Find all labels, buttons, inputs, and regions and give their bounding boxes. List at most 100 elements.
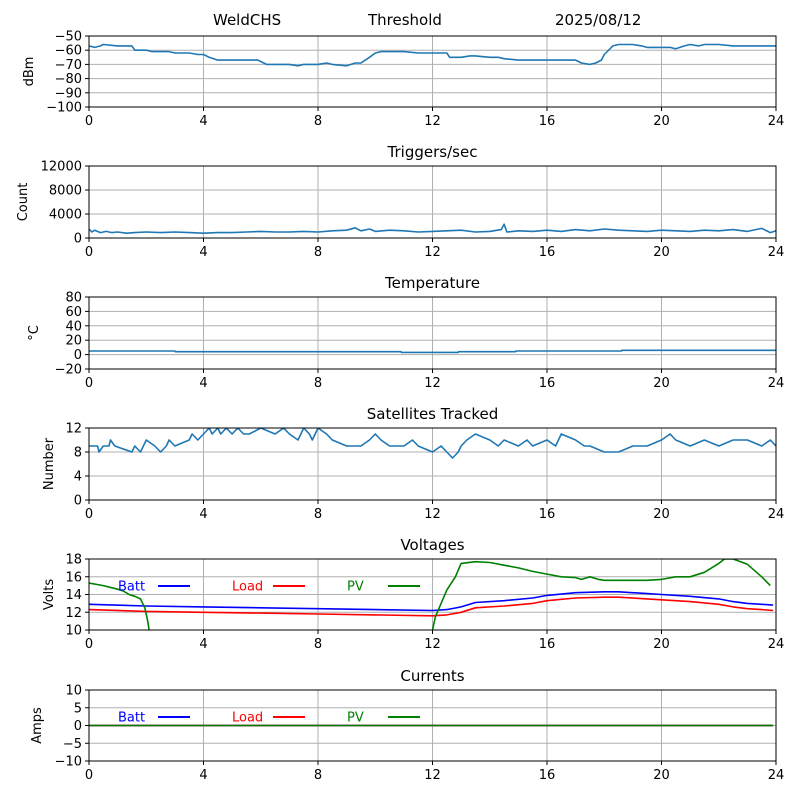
x-tick-label: 4 [199, 768, 207, 783]
x-tick-label: 8 [314, 768, 322, 783]
y-tick-label: −100 [46, 101, 82, 116]
x-tick-label: 12 [424, 637, 441, 652]
grid-lines [88, 296, 777, 370]
subplot-title: Currents [400, 667, 464, 685]
subplot-title: Voltages [400, 536, 464, 554]
y-tick-label: 8000 [49, 184, 82, 199]
x-tick-label: 24 [768, 637, 785, 652]
x-tick-label: 4 [199, 376, 207, 391]
y-axis-label: dBm [22, 57, 37, 87]
y-tick-label: −50 [55, 30, 82, 45]
grid-lines [88, 427, 777, 501]
y-axis-label: Volts [42, 579, 57, 611]
x-tick-label: 8 [314, 245, 322, 260]
subplot-title: Satellites Tracked [367, 405, 498, 423]
x-tick-label: 8 [314, 507, 322, 522]
x-tick-label: 16 [539, 637, 556, 652]
date-label: 2025/08/12 [555, 11, 642, 29]
x-tick-label: 8 [314, 637, 322, 652]
grid-lines [88, 165, 777, 239]
x-tick-label: 16 [539, 245, 556, 260]
x-tick-label: 12 [424, 376, 441, 391]
subplot-5: 0 4 8 12 16 20 24 10 12 14 16 18 Volts Voltages Batt Lo… [42, 536, 784, 652]
y-tick-label: 4000 [49, 208, 82, 223]
header: WeldCHS Threshold 2025/08/12 [0, 0, 800, 40]
y-tick-label: 16 [65, 570, 82, 585]
x-tick-label: 24 [768, 376, 785, 391]
legend-label-pv: PV [347, 711, 364, 726]
y-tick-label: 0 [74, 719, 82, 734]
x-tick-label: 0 [85, 376, 93, 391]
y-tick-label: −20 [55, 363, 82, 378]
y-tick-label: −70 [55, 58, 82, 73]
subplot-6: 0 4 8 12 16 20 24 −10 −5 0 5 10 Amps Currents Batt Load… [30, 667, 784, 783]
subplot-title: Triggers/sec [387, 143, 478, 161]
x-tick-label: 0 [85, 637, 93, 652]
y-tick-label: 80 [65, 291, 82, 306]
y-tick-label: 5 [74, 701, 82, 716]
x-tick-label: 20 [653, 637, 670, 652]
x-tick-label: 16 [539, 507, 556, 522]
y-axis-label: Amps [30, 707, 45, 744]
y-tick-label: 18 [65, 553, 82, 568]
x-tick-label: 8 [314, 114, 322, 129]
y-tick-label: −80 [55, 72, 82, 87]
legend-label-batt: Batt [118, 580, 145, 595]
x-tick-label: 12 [424, 114, 441, 129]
y-axis-label: Count [16, 183, 31, 222]
y-tick-label: 4 [74, 470, 82, 485]
series-line-1 [89, 428, 776, 459]
x-tick-label: 4 [199, 637, 207, 652]
y-tick-label: −90 [55, 86, 82, 101]
legend-label-load: Load [232, 711, 263, 726]
mode-label: Threshold [368, 11, 442, 29]
y-axis-label: °C [27, 325, 42, 341]
subplot-4: 0 4 8 12 16 20 24 0 4 8 12 Number Satellites Tracked [42, 405, 784, 522]
y-tick-label: 0 [74, 348, 82, 363]
x-tick-label: 16 [539, 376, 556, 391]
x-tick-label: 24 [768, 768, 785, 783]
x-tick-label: 0 [85, 245, 93, 260]
y-tick-label: 12 [65, 422, 82, 437]
x-tick-label: 20 [653, 245, 670, 260]
series-line-1 [89, 223, 776, 234]
series-line-batt [89, 591, 774, 612]
y-tick-label: 0 [74, 232, 82, 247]
y-tick-label: −60 [55, 44, 82, 59]
x-tick-label: 4 [199, 245, 207, 260]
y-tick-label: 12 [65, 606, 82, 621]
x-tick-label: 24 [768, 245, 785, 260]
y-tick-label: 20 [65, 334, 82, 349]
legend-label-pv: PV [347, 580, 364, 595]
y-tick-label: 14 [65, 588, 82, 603]
x-tick-label: 20 [653, 768, 670, 783]
subplot-1: 0 4 8 12 16 20 24 −100−90−80−70−60−50 dBm [22, 30, 784, 130]
y-tick-label: 10 [65, 624, 82, 639]
x-tick-label: 16 [539, 768, 556, 783]
x-tick-label: 0 [85, 768, 93, 783]
subplot-2: 0 4 8 12 16 20 24 0 4000 8000 12000 Count Triggers/s… [16, 143, 784, 260]
x-tick-label: 12 [424, 507, 441, 522]
legend-label-batt: Batt [118, 711, 145, 726]
grid-lines [88, 35, 777, 108]
y-tick-label: 0 [74, 494, 82, 509]
x-tick-label: 20 [653, 376, 670, 391]
series-line-1 [89, 43, 776, 67]
x-tick-label: 20 [653, 507, 670, 522]
x-tick-label: 4 [199, 114, 207, 129]
legend-label-load: Load [232, 580, 263, 595]
x-tick-label: 8 [314, 376, 322, 391]
station-name: WeldCHS [213, 11, 282, 29]
y-tick-label: 40 [65, 319, 82, 334]
series-line-load [89, 596, 774, 617]
x-tick-label: 4 [199, 507, 207, 522]
series-line-pv [89, 559, 771, 630]
x-tick-label: 12 [424, 245, 441, 260]
x-tick-label: 24 [768, 114, 785, 129]
x-tick-label: 20 [653, 114, 670, 129]
y-axis-label: Number [42, 437, 57, 490]
y-tick-label: −10 [55, 755, 82, 770]
